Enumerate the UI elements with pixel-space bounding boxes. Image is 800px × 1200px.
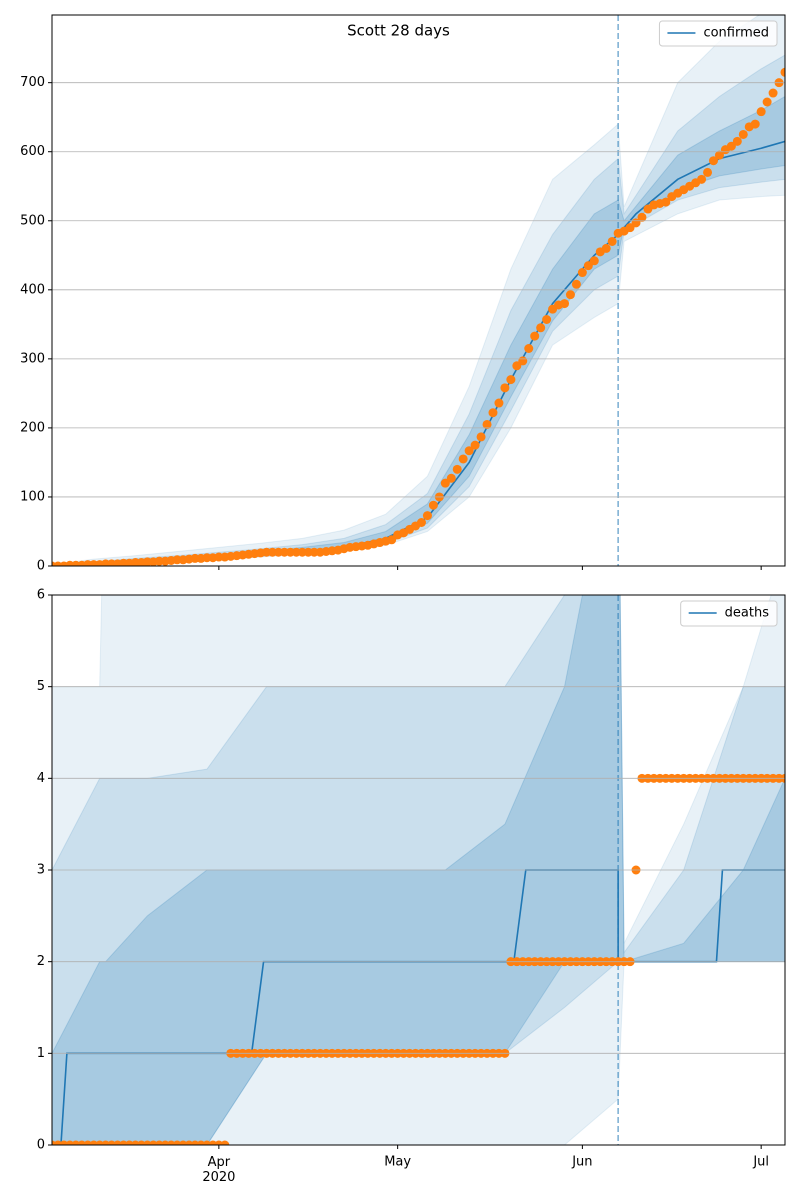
observed-point [452,464,462,474]
model-line [52,869,785,1145]
observed-point [703,167,713,177]
observed-point [446,473,456,483]
observed-point [440,478,450,488]
legend-label: confirmed [703,26,769,41]
legend-box [680,600,778,627]
observed-point [738,129,748,139]
observed-point [637,212,647,222]
legend-label: deaths [725,606,770,621]
x-tick-label: Jun [571,1155,592,1170]
observed-point [518,356,528,366]
observed-point [625,223,635,233]
observed-point [714,150,724,160]
observed-point [524,344,534,353]
observed-point [726,141,736,151]
axes-frame [51,594,786,1146]
observed-point [571,279,581,289]
plot-area [52,15,785,566]
y-tick-label: 3 [37,863,45,878]
observed-point [607,236,617,246]
y-tick-label: 2 [37,954,45,969]
y-tick-label: 0 [37,1138,45,1153]
y-tick-label: 400 [20,282,45,297]
observed-point [560,299,570,309]
x-tick-label: Apr 2020 [202,1155,235,1185]
observed-point [697,174,707,184]
y-tick-label: 700 [20,75,45,90]
y-tick-label: 300 [20,351,45,366]
y-tick-label: 200 [20,420,45,435]
observed-point [488,408,498,418]
y-tick-label: 100 [20,489,45,504]
axes-frame [51,14,786,567]
observed-point [661,197,671,207]
observed-point [416,518,426,527]
observed-point [482,419,492,429]
observed-point [506,375,516,385]
observed-point [530,331,540,341]
y-tick-label: 6 [37,588,45,603]
y-tick-label: 0 [37,559,45,574]
observed-point [542,315,552,324]
observed-point [768,88,778,98]
y-tick-label: 4 [37,771,45,786]
y-tick-label: 600 [20,144,45,159]
observed-point [428,500,438,510]
y-tick-label: 500 [20,213,45,228]
observed-point [422,511,432,521]
observed-point [494,398,504,408]
observed-point [500,383,510,393]
legend-box [658,20,778,47]
x-tick-label: May [384,1155,411,1170]
observed-point [458,454,468,464]
observed-point [583,261,593,271]
observed-point [601,243,611,253]
observed-point [565,290,575,300]
observed-point [708,156,718,166]
x-tick-label: Jul [752,1155,769,1170]
observed-point [512,361,522,371]
observed-point [732,136,742,146]
observed-point [387,535,397,545]
y-tick-label: 5 [37,679,45,694]
observed-point [577,268,587,278]
observed-point [536,323,546,333]
observed-point [464,446,474,456]
y-tick-label: 1 [37,1046,45,1061]
chart-title: Scott 28 days [347,22,450,40]
observed-point [589,256,599,266]
observed-point [762,97,772,107]
observed-point [220,1140,230,1145]
observed-point [780,67,785,77]
observed-point [756,107,766,117]
observed-point [470,440,480,450]
observed-point [476,432,486,442]
observed-point [750,119,760,129]
